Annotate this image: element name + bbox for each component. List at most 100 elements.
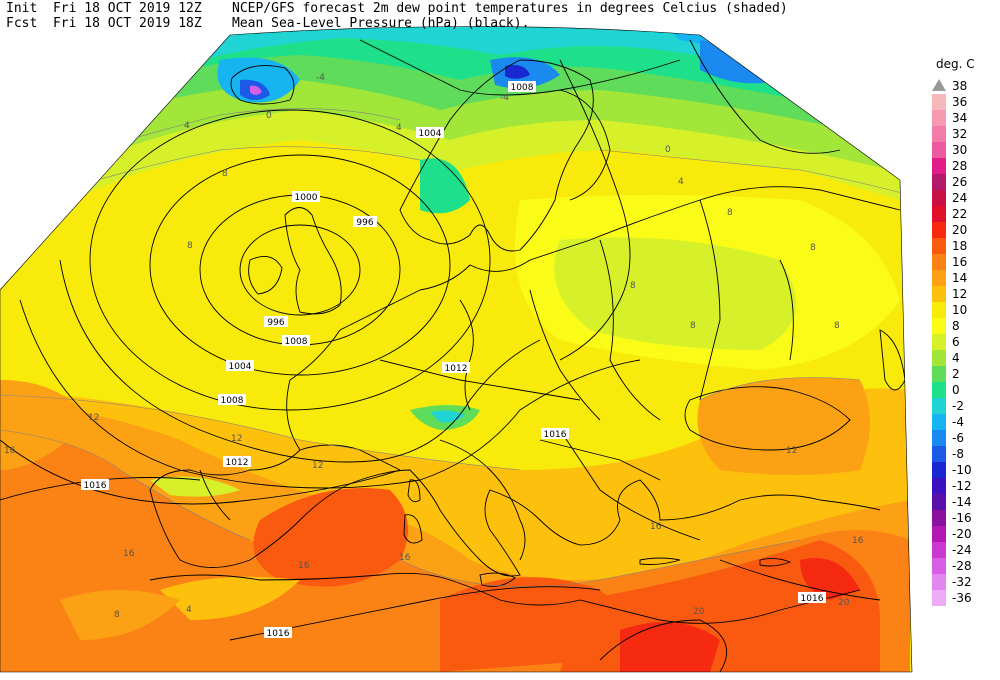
legend-unit: deg. C — [936, 57, 975, 71]
legend-swatch — [932, 366, 946, 382]
legend-label: 32 — [952, 127, 967, 141]
legend-label: 34 — [952, 111, 967, 125]
fcst-line: Fcst Fri 18 OCT 2019 18Z — [6, 16, 202, 31]
legend-swatch — [932, 494, 946, 510]
legend-label: 14 — [952, 271, 967, 285]
title-line-1: NCEP/GFS forecast 2m dew point temperatu… — [232, 1, 788, 16]
temp-label: 8 — [810, 243, 816, 253]
legend-label: 10 — [952, 303, 967, 317]
legend-label: -8 — [952, 447, 964, 461]
temp-label: 8 — [727, 208, 733, 218]
legend-swatch — [932, 510, 946, 526]
temp-label: 0 — [665, 145, 671, 155]
temp-label: 8 — [114, 610, 120, 620]
legend-swatch — [932, 414, 946, 430]
temp-label: 16 — [852, 536, 864, 546]
legend-label: 8 — [952, 319, 960, 333]
temp-label: 8 — [187, 241, 193, 251]
color-legend: deg. C 383634323028262422201816141210864… — [932, 57, 975, 606]
legend-label: 20 — [952, 223, 967, 237]
legend-label: -14 — [952, 495, 972, 509]
legend-swatch — [932, 446, 946, 462]
legend-label: -2 — [952, 399, 964, 413]
temp-label: 8 — [222, 169, 228, 179]
legend-label: 18 — [952, 239, 967, 253]
temp-label: 4 — [678, 177, 684, 187]
legend-swatch — [932, 590, 946, 606]
init-label: Init — [6, 1, 38, 16]
legend-label: 12 — [952, 287, 967, 301]
isobar-label: 1000 — [295, 193, 318, 203]
isobar-label: 1012 — [226, 458, 249, 468]
legend-swatch — [932, 350, 946, 366]
legend-swatch — [932, 142, 946, 158]
legend-label: 2 — [952, 367, 960, 381]
isobar-label: 1004 — [419, 129, 442, 139]
temp-label: 12 — [231, 434, 242, 444]
legend-label: 0 — [952, 383, 960, 397]
temp-label: 4 — [186, 605, 192, 615]
legend-label: -12 — [952, 479, 972, 493]
legend-swatch — [932, 526, 946, 542]
legend-arrow — [932, 79, 946, 91]
legend-swatch — [932, 270, 946, 286]
legend-label: 6 — [952, 335, 960, 349]
isobar-label: 1016 — [801, 594, 824, 604]
legend-swatch — [932, 158, 946, 174]
temp-label: 16 — [650, 522, 662, 532]
temp-label: 0 — [266, 111, 272, 121]
legend-label: 30 — [952, 143, 967, 157]
isobar-label: 1016 — [267, 629, 290, 639]
temp-label: 16 — [399, 553, 411, 563]
legend-label: -10 — [952, 463, 972, 477]
legend-swatch — [932, 318, 946, 334]
init-value: Fri 18 OCT 2019 12Z — [52, 1, 202, 16]
legend-label: 22 — [952, 207, 967, 221]
legend-label: -16 — [952, 511, 972, 525]
legend-swatch — [932, 574, 946, 590]
legend-label: 28 — [952, 159, 967, 173]
legend-swatch — [932, 126, 946, 142]
fcst-label: Fcst — [6, 16, 38, 31]
temp-label: -4 — [500, 93, 509, 103]
fcst-value: Fri 18 OCT 2019 18Z — [52, 16, 202, 31]
legend-swatch — [932, 302, 946, 318]
legend-label: 38 — [952, 79, 967, 93]
legend-swatch — [932, 254, 946, 270]
legend-swatch — [932, 222, 946, 238]
legend-label: 16 — [952, 255, 967, 269]
legend-swatch — [932, 334, 946, 350]
legend-label: -28 — [952, 559, 972, 573]
legend-label: -20 — [952, 527, 972, 541]
temp-label: 8 — [630, 281, 636, 291]
legend-label: -36 — [952, 591, 972, 605]
temp-label: 16 — [4, 446, 16, 456]
legend-swatch — [932, 110, 946, 126]
legend-label: -24 — [952, 543, 972, 557]
temp-label: 16 — [123, 549, 135, 559]
isobar-label: 1016 — [544, 430, 567, 440]
legend-swatch — [932, 398, 946, 414]
legend-label: -4 — [952, 415, 964, 429]
isobar-label: 996 — [356, 218, 373, 228]
legend-label: 36 — [952, 95, 967, 109]
map-boundary — [0, 26, 913, 673]
isobar-labels: 1004 1000 996 996 1008 1004 1008 1012 10… — [81, 81, 826, 639]
legend-label: 26 — [952, 175, 967, 189]
legend-swatch — [932, 430, 946, 446]
temp-label: 8 — [690, 321, 696, 331]
title-line-2: Mean Sea-Level Pressure (hPa) (black). — [232, 16, 530, 31]
temp-label: 12 — [88, 413, 99, 423]
isobar-label: 1012 — [445, 364, 468, 374]
isobar-label: 996 — [267, 318, 284, 328]
legend-swatch — [932, 174, 946, 190]
legend-label: -6 — [952, 431, 964, 445]
isobars — [0, 39, 881, 672]
temp-label: 12 — [312, 461, 323, 471]
legend-swatch — [932, 238, 946, 254]
coastlines — [149, 59, 906, 624]
legend-swatch — [932, 206, 946, 222]
temp-label: 8 — [834, 321, 840, 331]
temp-label: 16 — [298, 561, 310, 571]
legend-swatch — [932, 286, 946, 302]
